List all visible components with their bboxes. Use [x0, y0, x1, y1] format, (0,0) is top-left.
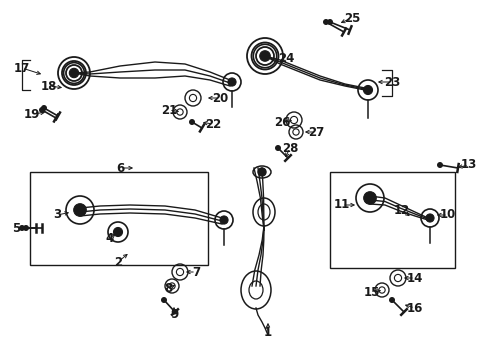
Text: 17: 17: [14, 62, 30, 75]
Circle shape: [275, 145, 281, 151]
Circle shape: [228, 78, 236, 86]
Bar: [30, 172, 208, 265]
Text: 6: 6: [116, 162, 124, 175]
Text: 19: 19: [24, 108, 40, 121]
Text: 27: 27: [308, 126, 324, 139]
Circle shape: [23, 225, 29, 231]
Text: 2: 2: [114, 256, 122, 269]
Text: 15: 15: [364, 285, 380, 298]
Circle shape: [69, 68, 79, 78]
Circle shape: [161, 297, 167, 303]
Text: 14: 14: [407, 271, 423, 284]
Circle shape: [426, 214, 434, 222]
Circle shape: [220, 216, 228, 224]
Text: 25: 25: [344, 12, 360, 24]
Text: 5: 5: [12, 221, 20, 234]
Circle shape: [323, 19, 329, 25]
Text: 28: 28: [282, 141, 298, 154]
Circle shape: [39, 107, 45, 113]
Circle shape: [189, 119, 195, 125]
Circle shape: [327, 19, 333, 25]
Text: 9: 9: [170, 309, 178, 321]
Text: 24: 24: [278, 51, 294, 64]
Circle shape: [258, 168, 266, 176]
Text: 21: 21: [161, 104, 177, 117]
Circle shape: [41, 105, 47, 111]
Text: 20: 20: [212, 91, 228, 104]
Circle shape: [114, 228, 122, 237]
Circle shape: [19, 225, 25, 231]
Text: 18: 18: [41, 80, 57, 93]
Circle shape: [437, 162, 443, 168]
Text: 22: 22: [205, 117, 221, 130]
Text: 13: 13: [461, 158, 477, 171]
Circle shape: [260, 51, 270, 61]
Text: 11: 11: [334, 198, 350, 211]
Text: 3: 3: [53, 208, 61, 221]
Text: 7: 7: [192, 266, 200, 279]
Text: 26: 26: [274, 116, 290, 129]
Text: 8: 8: [164, 282, 172, 294]
Bar: [330, 172, 455, 268]
Text: 23: 23: [384, 76, 400, 89]
Circle shape: [364, 85, 372, 94]
Text: 12: 12: [394, 203, 410, 216]
Circle shape: [74, 204, 86, 216]
Circle shape: [364, 192, 376, 204]
Text: 1: 1: [264, 327, 272, 339]
Text: 16: 16: [407, 302, 423, 315]
Text: 4: 4: [106, 231, 114, 244]
Circle shape: [389, 297, 395, 303]
Text: 10: 10: [440, 208, 456, 221]
